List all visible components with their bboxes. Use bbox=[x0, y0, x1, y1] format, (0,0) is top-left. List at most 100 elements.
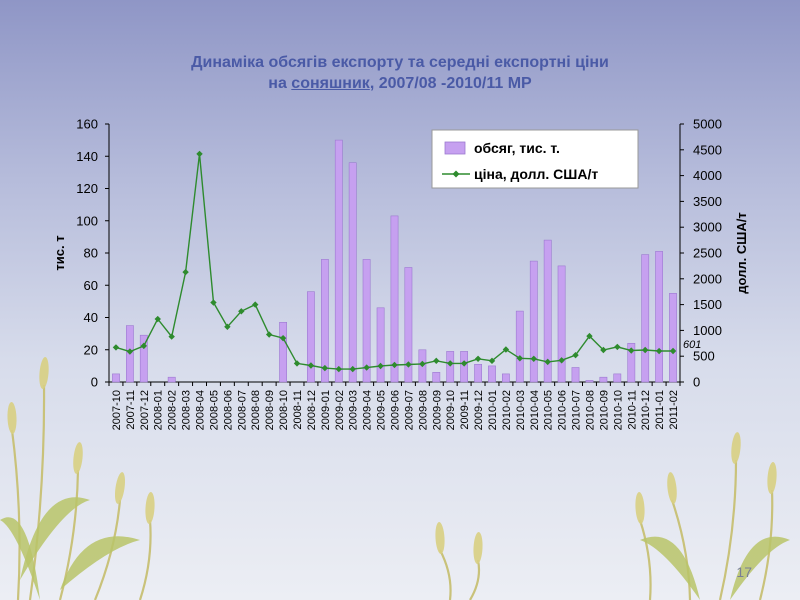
x-tick-label-2009-07: 2009-07 bbox=[403, 390, 415, 430]
price-point-2009-06 bbox=[391, 361, 398, 369]
x-tick-label-2009-05: 2009-05 bbox=[376, 390, 388, 430]
bar-2007-10 bbox=[112, 373, 120, 383]
price-point-2009-04 bbox=[363, 364, 370, 371]
price-point-2008-04 bbox=[196, 150, 203, 158]
price-line bbox=[112, 150, 677, 373]
bar-2010-01 bbox=[488, 365, 496, 383]
bar-2010-11 bbox=[627, 342, 636, 383]
x-tick-label-2009-03: 2009-03 bbox=[348, 390, 360, 430]
bar-2009-07 bbox=[404, 267, 413, 383]
wheat-right-1-stem bbox=[718, 459, 738, 600]
bar-2010-05 bbox=[543, 239, 552, 383]
bar-2009-12 bbox=[474, 363, 482, 383]
title-link-sunflower[interactable]: соняшник bbox=[291, 75, 370, 92]
right-tick-label-4500: 4500 bbox=[693, 142, 722, 157]
wheat-leaf-right-1 bbox=[640, 536, 700, 600]
price-point-2008-07 bbox=[238, 308, 245, 315]
x-tick-label-2009-09: 2009-09 bbox=[431, 390, 443, 430]
x-tick-label-2007-10: 2007-10 bbox=[111, 390, 123, 430]
left-axis-ticks: 0 20 40 60 80 100 120 140 160 bbox=[76, 117, 109, 390]
wheat-decoration bbox=[0, 357, 790, 600]
wheat-right-1-ear bbox=[731, 432, 741, 464]
price-point-2009-09 bbox=[433, 357, 440, 365]
title-line-1: Динаміка обсягів експорту та середні екс… bbox=[191, 54, 609, 71]
bar-2010-09 bbox=[599, 376, 608, 383]
x-tick-label-2008-08: 2008-08 bbox=[250, 390, 262, 430]
x-tick-label-2010-04: 2010-04 bbox=[529, 390, 541, 430]
price-point-2009-02 bbox=[335, 365, 342, 373]
wheat-leaf-left-3 bbox=[20, 497, 90, 580]
x-tick-label-2008-05: 2008-05 bbox=[209, 390, 221, 430]
price-point-2009-08 bbox=[419, 360, 426, 368]
wheat-left-2-ear bbox=[7, 402, 17, 434]
wheat-right-3-stem bbox=[638, 519, 652, 600]
title-line-2: на соняшник, 2007/08 -2010/11 МР bbox=[0, 73, 800, 94]
price-point-2007-12 bbox=[140, 342, 148, 350]
legend-marker-price bbox=[452, 170, 460, 178]
x-tick-label-2010-06: 2010-06 bbox=[557, 390, 569, 430]
price-point-2010-03 bbox=[516, 355, 524, 362]
x-tick-label-2011-02: 2011-02 bbox=[668, 390, 680, 430]
price-point-2008-03 bbox=[182, 268, 189, 276]
bar-2009-02 bbox=[334, 139, 343, 383]
price-point-2008-05 bbox=[210, 299, 217, 306]
x-tick-label-2009-12: 2009-12 bbox=[473, 390, 485, 430]
right-axis-ticks: 0 500 1000 1500 2000 2500 3000 3500 4000 4500 5000 bbox=[680, 117, 722, 390]
bar-2011-01 bbox=[655, 251, 663, 383]
x-tick-label-2008-10: 2008-10 bbox=[278, 390, 290, 430]
price-point-2009-10 bbox=[447, 360, 454, 367]
price-point-2009-12 bbox=[474, 355, 482, 362]
left-tick-label-100: 100 bbox=[76, 213, 98, 228]
bar-2008-10 bbox=[279, 321, 287, 383]
right-tick-label-4000: 4000 bbox=[693, 168, 722, 183]
bar-2010-06 bbox=[557, 265, 566, 383]
bar-2010-08 bbox=[585, 380, 594, 383]
bar-2009-04 bbox=[362, 259, 371, 383]
price-point-2010-09 bbox=[600, 346, 607, 354]
x-tick-label-2011-01: 2011-01 bbox=[654, 390, 666, 430]
left-tick-label-20: 20 bbox=[84, 342, 98, 357]
x-tick-label-2009-04: 2009-04 bbox=[362, 390, 374, 430]
right-tick-label-2000: 2000 bbox=[693, 271, 722, 286]
x-tick-label-2008-07: 2008-07 bbox=[236, 390, 248, 430]
x-tick-label-2008-04: 2008-04 bbox=[195, 390, 207, 430]
price-point-2010-08 bbox=[586, 332, 593, 340]
wheat-mid-2-ear bbox=[473, 532, 483, 564]
price-point-2009-07 bbox=[405, 361, 412, 368]
chart-legend: обсяг, тис. т. ціна, долл. США/т bbox=[431, 129, 639, 189]
bar-2010-04 bbox=[529, 260, 538, 383]
x-tick-label-2009-02: 2009-02 bbox=[334, 390, 346, 430]
volume-bars bbox=[112, 139, 677, 383]
price-point-2008-01 bbox=[154, 315, 161, 323]
legend-label-volume: обсяг, тис. т. bbox=[474, 140, 560, 156]
x-tick-label-2008-09: 2008-09 bbox=[264, 390, 276, 430]
price-point-2008-06 bbox=[224, 323, 231, 330]
bar-2008-12 bbox=[306, 291, 315, 383]
price-point-2008-09 bbox=[265, 331, 273, 338]
right-tick-label-500: 500 bbox=[693, 349, 715, 364]
right-tick-label-3000: 3000 bbox=[693, 220, 722, 235]
price-point-2007-11 bbox=[126, 348, 134, 355]
right-tick-label-2500: 2500 bbox=[693, 246, 722, 261]
x-tick-label-2010-08: 2010-08 bbox=[585, 390, 597, 430]
left-tick-label-40: 40 bbox=[84, 310, 98, 325]
price-point-2010-01 bbox=[488, 357, 496, 365]
left-tick-label-60: 60 bbox=[84, 278, 98, 293]
x-axis-ticks: 2007-10 2007-11 2007-12 2008-01 2008-02 2008-… bbox=[108, 382, 681, 430]
wheat-left-3-ear bbox=[73, 442, 83, 474]
x-tick-label-2008-11: 2008-11 bbox=[292, 390, 304, 430]
right-tick-label-5000: 5000 bbox=[693, 117, 722, 132]
x-tick-label-2010-12: 2010-12 bbox=[640, 390, 652, 430]
legend-label-price: ціна, долл. США/т bbox=[474, 166, 598, 182]
x-tick-label-2009-10: 2009-10 bbox=[445, 390, 457, 430]
price-point-2010-04 bbox=[530, 355, 537, 362]
x-tick-label-2008-02: 2008-02 bbox=[167, 390, 179, 430]
price-annotation: 601 bbox=[683, 339, 701, 351]
wheat-left-5-stem bbox=[138, 519, 152, 600]
wheat-right-3-ear bbox=[635, 492, 645, 524]
price-point-2011-02 bbox=[669, 347, 677, 355]
price-point-2010-11 bbox=[628, 347, 635, 354]
price-point-2009-11 bbox=[460, 360, 468, 367]
bar-2010-10 bbox=[613, 373, 622, 383]
